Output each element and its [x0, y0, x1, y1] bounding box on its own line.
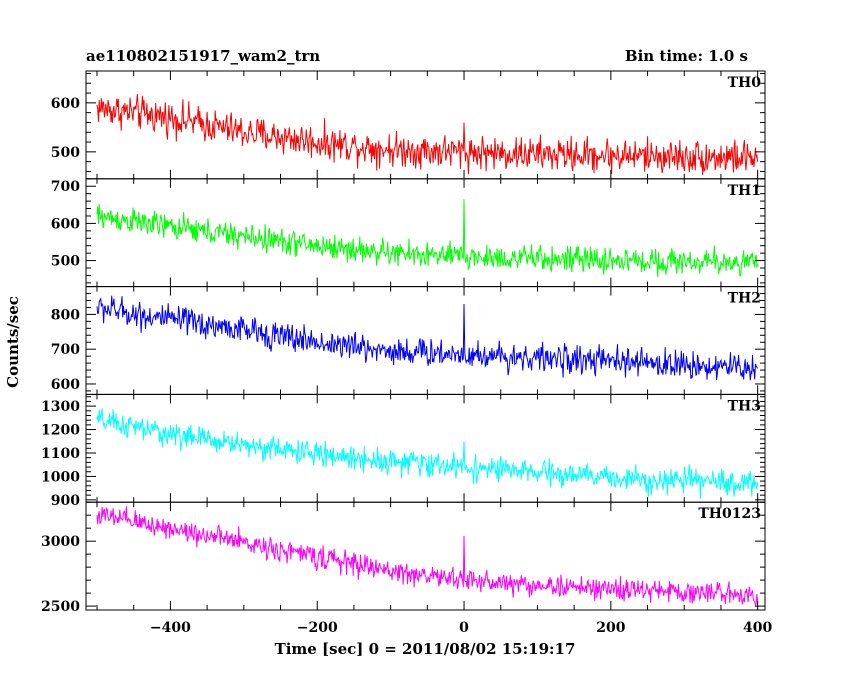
y-tick-label: 1300 — [41, 399, 80, 415]
x-tick-label: 0 — [459, 620, 469, 636]
y-tick-label: 1100 — [41, 446, 80, 462]
panel-name-label: TH1 — [728, 183, 761, 199]
x-tick-label: 400 — [743, 620, 772, 636]
x-tick-label: −200 — [297, 620, 338, 636]
panel-th2: 600 700 800 TH2 — [51, 286, 766, 395]
series-th3-line — [96, 408, 759, 499]
series-th2-line — [96, 295, 759, 381]
y-tick-label: 900 — [51, 493, 80, 509]
y-tick-label: 700 — [51, 342, 80, 358]
y-tick-label: 1200 — [41, 423, 80, 439]
panel-frame-th0123 — [85, 501, 766, 611]
y-tick-label: 600 — [51, 96, 80, 112]
panel-th1: 500 600 700 TH1 — [51, 178, 766, 288]
y-tick-label: 2500 — [41, 599, 80, 615]
x-tick-label: 200 — [596, 620, 625, 636]
y-tick-label: 800 — [51, 307, 80, 323]
y-tick-label: 700 — [51, 179, 80, 195]
panel-frame-th1 — [85, 178, 766, 288]
y-tick-label: 500 — [51, 254, 80, 270]
series-th0-line — [96, 94, 759, 175]
series-th0123-line — [96, 506, 759, 608]
x-tick-label: −400 — [150, 620, 191, 636]
y-axis-label: Counts/sec — [4, 296, 22, 388]
y-tick-label: 3000 — [41, 534, 80, 550]
panel-name-label: TH2 — [728, 291, 761, 307]
panel-name-label: TH3 — [728, 398, 761, 414]
chart-title: ae110802151917_wam2_trn — [86, 47, 320, 65]
x-axis-label: Time [sec] 0 = 2011/08/02 15:19:17 — [275, 640, 576, 658]
panel-th0: 500 600 TH0 — [51, 70, 766, 180]
panel-th0123: 2500 3000 TH0123 — [41, 501, 766, 615]
y-tick-label: 1000 — [41, 469, 80, 485]
y-tick-label: 600 — [51, 377, 80, 393]
panels-group: 500 600 TH0 500 600 700 TH1 600 700 800 TH2 900 1000… — [41, 70, 773, 636]
panel-th3: 900 1000 1100 1200 1300 TH3 — [41, 393, 766, 509]
y-tick-label: 600 — [51, 216, 80, 232]
series-th1-line — [96, 199, 759, 278]
y-tick-label: 500 — [51, 145, 80, 161]
panel-frame-th2 — [85, 286, 766, 395]
bin-time-label: Bin time: 1.0 s — [625, 47, 748, 65]
panel-name-label: TH0123 — [698, 506, 761, 522]
panel-name-label: TH0 — [728, 75, 762, 91]
